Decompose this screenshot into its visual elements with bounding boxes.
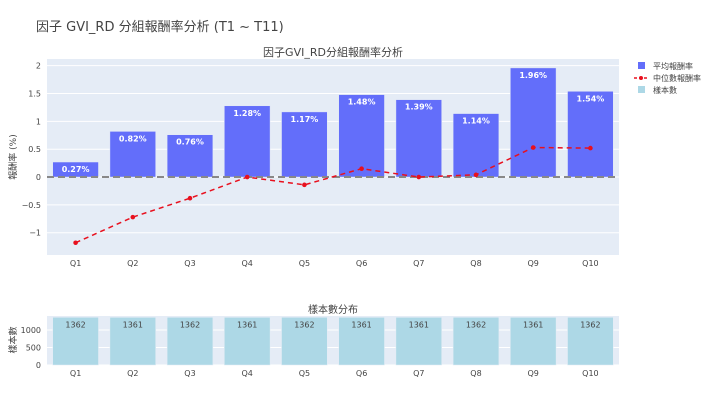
bar-data-label: 1.28% <box>233 109 261 118</box>
y-tick-label: 0 <box>36 361 41 370</box>
bar-data-label: 1362 <box>180 320 200 329</box>
legend-marker-median <box>639 76 643 80</box>
x-tick-label: Q5 <box>299 259 310 268</box>
legend-label-median[interactable]: 中位數報酬率 <box>653 73 701 83</box>
x-tick-label: Q8 <box>470 259 481 268</box>
legend-label-mean[interactable]: 平均報酬率 <box>653 61 693 71</box>
plot-area-0: −1 −0.5 0 0.5 1 1.5 2 Q1 Q2 Q3 Q4 Q5 Q6 Q7 Q8 Q9 Q10 0.27… <box>22 59 619 268</box>
x-tick-label: Q4 <box>242 369 253 378</box>
median-point <box>302 182 307 188</box>
median-point <box>473 172 479 178</box>
bar <box>109 317 156 366</box>
x-tick-label: Q7 <box>413 369 424 378</box>
bar-data-label: 1.48% <box>348 98 376 107</box>
main-y-axis-label: 報酬率 (%) <box>7 134 19 179</box>
legend: 平均報酬率 中位數報酬率 樣本數 <box>634 61 701 95</box>
bar <box>52 317 99 366</box>
bar <box>281 317 328 366</box>
x-tick-label: Q6 <box>356 259 367 268</box>
y-tick-label: 0.5 <box>28 145 41 154</box>
bar <box>224 105 271 178</box>
bar-data-label: 1.54% <box>577 94 605 103</box>
median-line <box>75 146 591 244</box>
bar <box>510 67 557 178</box>
x-tick-label: Q9 <box>528 259 539 268</box>
bar-data-label: 1.39% <box>405 103 433 112</box>
bar <box>166 134 214 178</box>
y-tick-label: 1 <box>36 117 41 126</box>
bar <box>452 113 500 178</box>
x-tick-label: Q4 <box>242 259 253 268</box>
bar <box>510 317 557 366</box>
x-tick-label: Q10 <box>582 369 598 378</box>
y-tick-label: −0.5 <box>22 201 41 210</box>
count-y-axis-label: 樣本數 <box>7 326 19 353</box>
median-point <box>416 174 422 180</box>
bar <box>395 99 442 178</box>
x-tick-label: Q5 <box>299 369 310 378</box>
count-chart-title: 樣本數分布 <box>308 303 358 316</box>
y-tick-label: 1000 <box>21 326 41 335</box>
bar-data-label: 1.14% <box>462 117 490 126</box>
x-tick-label: Q2 <box>127 369 138 378</box>
bar <box>109 131 156 178</box>
y-tick-label: 0 <box>36 173 41 182</box>
bar <box>452 317 500 366</box>
bar <box>395 317 442 366</box>
bar-data-label: 1361 <box>523 320 543 329</box>
x-tick-label: Q2 <box>127 259 138 268</box>
bar-data-label: 0.27% <box>62 165 90 174</box>
x-tick-label: Q3 <box>184 369 195 378</box>
x-tick-label: Q9 <box>528 369 539 378</box>
bar-data-label: 1.96% <box>519 71 547 80</box>
y-tick-label: 1.5 <box>28 90 41 99</box>
bar-data-label: 1.17% <box>291 115 319 124</box>
bar <box>224 317 271 366</box>
median-point <box>187 195 193 201</box>
x-tick-label: Q8 <box>470 369 481 378</box>
legend-swatch-count <box>638 86 645 93</box>
x-tick-label: Q6 <box>356 369 367 378</box>
bar <box>567 91 614 178</box>
median-point <box>244 174 250 180</box>
bar-data-label: 0.76% <box>176 138 204 147</box>
x-tick-label: Q1 <box>70 369 81 378</box>
main-chart-title: 因子GVI_RD分組報酬率分析 <box>263 45 403 59</box>
bar-data-label: 1361 <box>351 320 371 329</box>
bar-data-label: 1362 <box>580 320 600 329</box>
plot-area-1: 0 500 1000 Q1 Q2 Q3 Q4 Q5 Q6 Q7 Q8 Q9 Q10 1362 1361 136… <box>21 316 619 378</box>
bar <box>338 317 385 366</box>
y-tick-label: 500 <box>26 344 41 353</box>
bar <box>281 111 328 178</box>
y-tick-label: −1 <box>29 229 41 238</box>
legend-swatch-mean <box>638 62 645 69</box>
x-tick-label: Q7 <box>413 259 424 268</box>
bar-data-label: 1362 <box>65 320 85 329</box>
y-tick-label: 2 <box>36 62 41 71</box>
legend-label-count[interactable]: 樣本數 <box>653 85 677 95</box>
median-point <box>588 145 593 151</box>
bar-data-label: 0.82% <box>119 134 147 143</box>
x-tick-label: Q10 <box>582 259 598 268</box>
x-tick-label: Q3 <box>184 259 195 268</box>
bar-data-label: 1361 <box>123 320 143 329</box>
page-title: 因子 GVI_RD 分組報酬率分析 (T1 ~ T11) <box>36 20 284 35</box>
median-point <box>359 166 364 171</box>
bar <box>567 317 614 366</box>
x-tick-label: Q1 <box>70 259 81 268</box>
median-point <box>130 214 136 220</box>
bar <box>166 317 214 366</box>
bar-data-label: 1361 <box>237 320 257 329</box>
bar-data-label: 1362 <box>466 320 486 329</box>
bar-data-label: 1361 <box>409 320 429 329</box>
median-point <box>73 240 78 246</box>
bar-data-label: 1362 <box>294 320 314 329</box>
median-point <box>530 145 536 150</box>
bar <box>338 94 385 178</box>
